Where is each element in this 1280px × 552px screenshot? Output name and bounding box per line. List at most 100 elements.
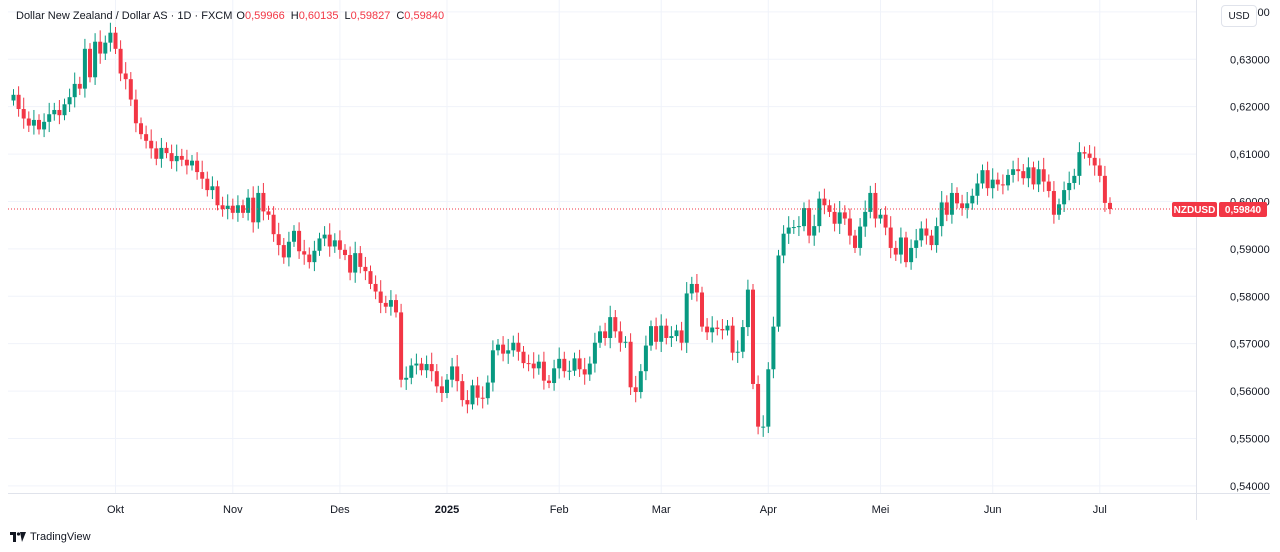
candle	[837, 200, 842, 234]
candle	[103, 35, 108, 60]
candle	[898, 227, 903, 264]
candle	[490, 340, 495, 392]
candle	[516, 332, 521, 361]
candle	[822, 188, 827, 215]
candle	[659, 314, 664, 353]
candle	[796, 216, 801, 237]
candle	[266, 205, 271, 220]
candle	[883, 206, 888, 236]
candle	[21, 97, 26, 129]
candle	[108, 22, 113, 52]
candle	[1082, 146, 1087, 159]
candle	[404, 366, 409, 390]
candle	[261, 182, 266, 221]
candle	[751, 283, 755, 390]
last-price-text: 0,59840	[1225, 205, 1262, 216]
candle	[26, 111, 31, 133]
candle	[735, 340, 740, 363]
candle	[1021, 164, 1026, 185]
candle	[893, 240, 898, 261]
candle	[169, 144, 174, 169]
candle	[52, 102, 57, 121]
candle	[664, 318, 669, 345]
candle	[557, 347, 562, 379]
candle	[220, 196, 225, 217]
y-tick-label: 0,58000	[1230, 291, 1270, 303]
candle	[638, 364, 643, 399]
x-tick-label: Mei	[872, 504, 890, 516]
candle	[975, 173, 980, 205]
candle	[756, 375, 761, 435]
candle	[669, 326, 674, 347]
candle	[603, 322, 608, 346]
candle	[317, 232, 322, 256]
candle	[1011, 160, 1016, 183]
candle	[853, 229, 857, 254]
candle	[133, 89, 138, 133]
candle	[888, 216, 893, 259]
y-tick-label: 0,61000	[1230, 149, 1270, 161]
x-tick-label: Feb	[550, 504, 569, 516]
candle	[144, 125, 149, 149]
candle	[791, 219, 796, 234]
candle	[31, 109, 36, 135]
open-label: O	[236, 10, 245, 22]
candle	[363, 256, 368, 281]
candle	[16, 86, 21, 117]
candle	[598, 325, 602, 348]
candle	[271, 206, 276, 242]
candle	[929, 229, 934, 251]
candle	[1046, 174, 1051, 198]
y-tick-label: 0,63000	[1230, 54, 1270, 66]
tradingview-logo-icon	[10, 532, 26, 542]
candle	[562, 351, 567, 378]
candle	[123, 62, 128, 90]
symbol-tag-text: NZDUSD	[1174, 205, 1216, 216]
candle	[531, 352, 536, 379]
candle	[511, 335, 516, 357]
candle	[547, 374, 551, 389]
candle	[496, 338, 500, 356]
candle	[302, 239, 307, 265]
candle	[618, 321, 623, 352]
candle	[623, 336, 628, 348]
candle	[62, 98, 67, 121]
candle	[445, 374, 449, 399]
x-tick-label: Jul	[1093, 504, 1107, 516]
candle	[863, 200, 868, 237]
candle	[766, 362, 771, 434]
candle	[740, 319, 745, 359]
candle	[521, 346, 526, 369]
candle	[297, 222, 302, 259]
candle	[205, 171, 210, 197]
candle	[388, 290, 393, 316]
candle	[98, 30, 103, 64]
candle	[455, 355, 460, 392]
candle	[225, 194, 230, 220]
brand-footer[interactable]: TradingView	[10, 529, 91, 545]
candle	[246, 189, 251, 221]
candle	[654, 317, 659, 350]
candle	[858, 218, 863, 256]
symbol-tag: NZDUSD	[1172, 202, 1217, 218]
candle	[434, 364, 439, 393]
candle	[174, 144, 179, 172]
x-tick-label: Jun	[984, 504, 1002, 516]
currency-unit-button[interactable]: USD	[1221, 5, 1257, 27]
candle	[200, 160, 205, 189]
candle	[190, 155, 194, 171]
candle	[343, 244, 347, 261]
candle	[919, 221, 924, 247]
candle	[1102, 165, 1107, 212]
candle	[450, 357, 455, 388]
candle	[332, 233, 337, 253]
close-label: C	[396, 10, 405, 22]
candle	[378, 280, 383, 314]
candle	[684, 282, 689, 353]
candle	[485, 375, 490, 405]
x-tick-label: Des	[330, 504, 350, 516]
candle	[649, 320, 653, 351]
candle	[694, 273, 699, 302]
close-value: 0,59840	[404, 10, 445, 22]
